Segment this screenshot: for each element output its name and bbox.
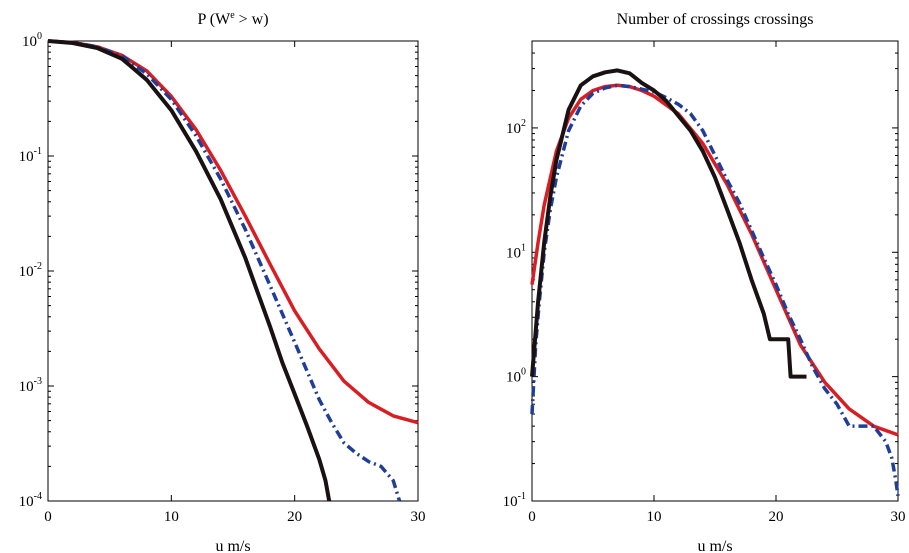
right-y-tick-label: 102 [506,118,526,137]
left-series-line [47,39,402,502]
right-y-tick-label: 10-1 [503,491,526,510]
left-x-tick-label: 10 [164,509,179,525]
left-y-tick-label: 10-4 [19,491,42,510]
left-y-tick-label: 10-1 [19,146,42,165]
left-chart-title: P (We > w) [197,10,268,28]
left-y-tick-label: 10-3 [19,376,42,395]
left-x-tick-label: 0 [44,509,52,525]
right-x-tick-label: 20 [769,509,784,525]
right-x-tick-label: 0 [528,509,536,525]
right-series-line [530,83,899,437]
right-plot-area [531,40,899,502]
left-y-tick-label: 10-2 [19,261,42,280]
right-x-axis-label: u m/s [697,538,732,553]
right-y-tick-label: 101 [506,242,526,261]
right-series-line [530,68,807,379]
left-x-tick-label: 20 [287,509,302,525]
left-x-tick-label: 30 [411,509,426,525]
right-x-tick-label: 30 [891,509,906,525]
left-series-line [47,39,332,502]
left-y-tick-label: 100 [22,31,42,50]
right-series-line [530,83,900,497]
right-x-tick-label: 10 [647,509,662,525]
right-chart-panel: Number of crossings crossings 0 10 20 30 102… [503,11,906,553]
left-x-axis-label: u m/s [215,538,250,553]
right-chart-title: Number of crossings crossings [617,11,814,28]
left-chart-panel: P (We > w) 0 10 20 30 100 10-1 10-2 10-3 10-4 u … [19,10,426,553]
left-plot-area [47,40,419,502]
right-y-tick-label: 100 [506,367,526,386]
